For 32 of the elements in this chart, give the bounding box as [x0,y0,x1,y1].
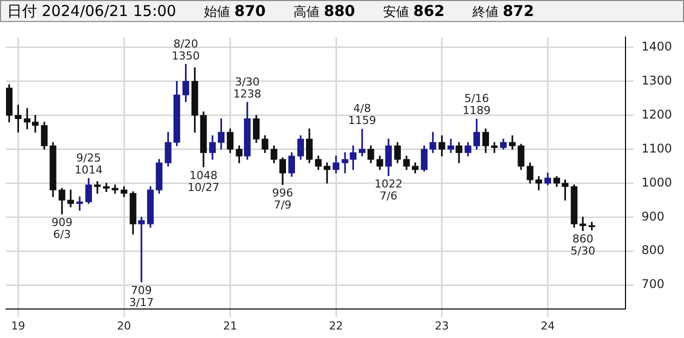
x-tick-label: 23 [434,319,449,332]
x-tick-label: 24 [540,319,555,332]
candlestick [138,216,145,282]
y-tick-label: 800 [641,243,664,258]
chart-title: 日付 2024/06/21 15:00 [7,2,176,20]
annotation: 1048 10/27 [188,168,220,194]
x-tick-label: 21 [223,319,238,332]
annotation: 860 5/30 [570,232,596,258]
x-tick-label: 19 [11,319,26,332]
text: 安値 862 [383,2,445,20]
annotation: 996 7/9 [272,186,294,212]
y-tick-label: 1300 [641,73,672,88]
text: 始値 870 [204,2,266,20]
candlestick [324,162,330,184]
x-tick-label: 22 [329,319,344,332]
annotation: 8/20 1350 [172,37,200,62]
annotation: 5/16 1189 [462,92,491,118]
y-tick-label: 900 [641,209,664,224]
annotation: 4/8 1159 [348,102,376,128]
y-tick-label: 1000 [641,175,672,190]
text: 高値 880 [294,2,356,20]
text: 終値 872 [472,2,534,20]
annotation: 909 6/3 [51,216,72,242]
annotation: 1022 7/6 [374,178,403,203]
y-tick-label: 1200 [641,107,672,122]
annotation: 3/30 1238 [233,75,262,100]
annotation: 709 3/17 [129,284,154,309]
y-tick-label: 700 [641,277,664,292]
annotation: 9/25 1014 [74,151,103,176]
y-tick-label: 1100 [641,141,672,156]
y-tick-label: 1400 [641,40,672,54]
x-tick-label: 20 [117,319,132,332]
